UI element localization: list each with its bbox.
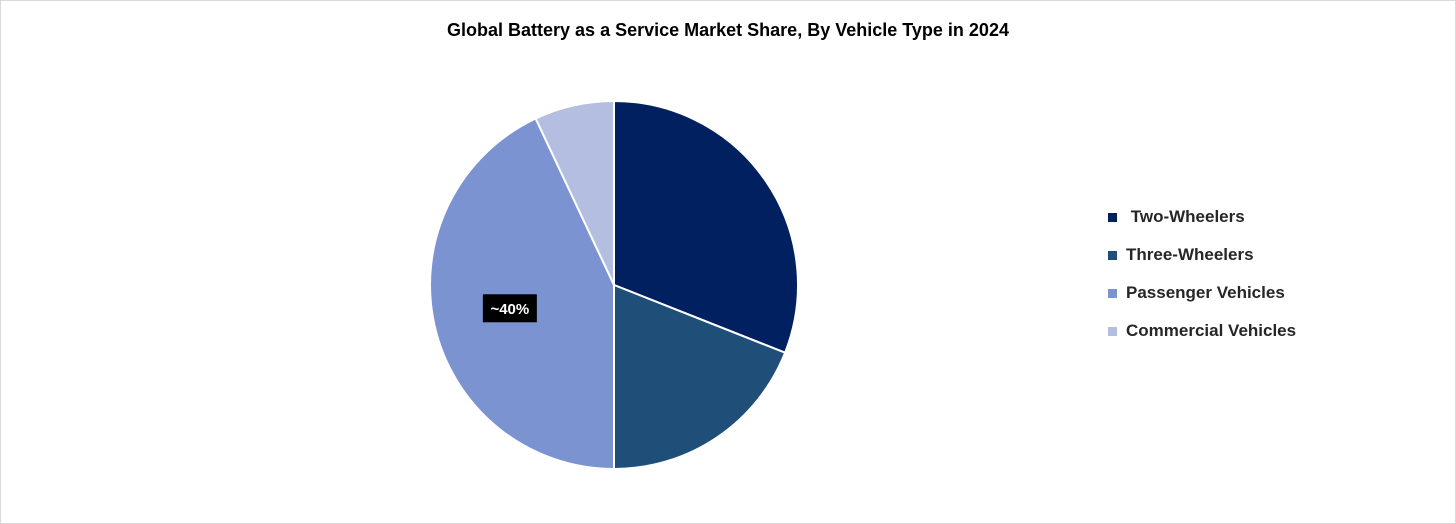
legend-swatch xyxy=(1108,326,1117,336)
data-label-text: ~40% xyxy=(490,301,529,318)
pie-slice-passenger-vehicles xyxy=(429,117,615,471)
pie-slice-three-wheelers xyxy=(613,283,787,471)
legend-label: Passenger Vehicles xyxy=(1126,283,1285,302)
legend-swatch xyxy=(1108,288,1117,298)
data-label-box xyxy=(482,294,537,323)
legend-item-two-wheelers: Two-Wheelers xyxy=(1108,198,1296,236)
legend-label: Commercial Vehicles xyxy=(1126,321,1297,340)
legend: Two-Wheelers Three-Wheelers Passenger Ve… xyxy=(1108,198,1296,350)
pie-slice-two-wheelers xyxy=(613,99,799,355)
chart-title: Global Battery as a Service Market Share… xyxy=(447,20,1009,40)
legend-label: Three-Wheelers xyxy=(1126,245,1254,264)
data-label-passenger-vehicles: ~40% xyxy=(482,294,537,323)
legend-label: Two-Wheelers xyxy=(1126,207,1245,226)
legend-swatch xyxy=(1108,250,1117,260)
legend-item-three-wheelers: Three-Wheelers xyxy=(1108,236,1296,274)
pie-slice-commercial-vehicles xyxy=(534,99,615,286)
legend-swatch xyxy=(1108,212,1117,222)
legend-item-passenger-vehicles: Passenger Vehicles xyxy=(1108,274,1296,312)
legend-item-commercial-vehicles: Commercial Vehicles xyxy=(1108,312,1296,350)
